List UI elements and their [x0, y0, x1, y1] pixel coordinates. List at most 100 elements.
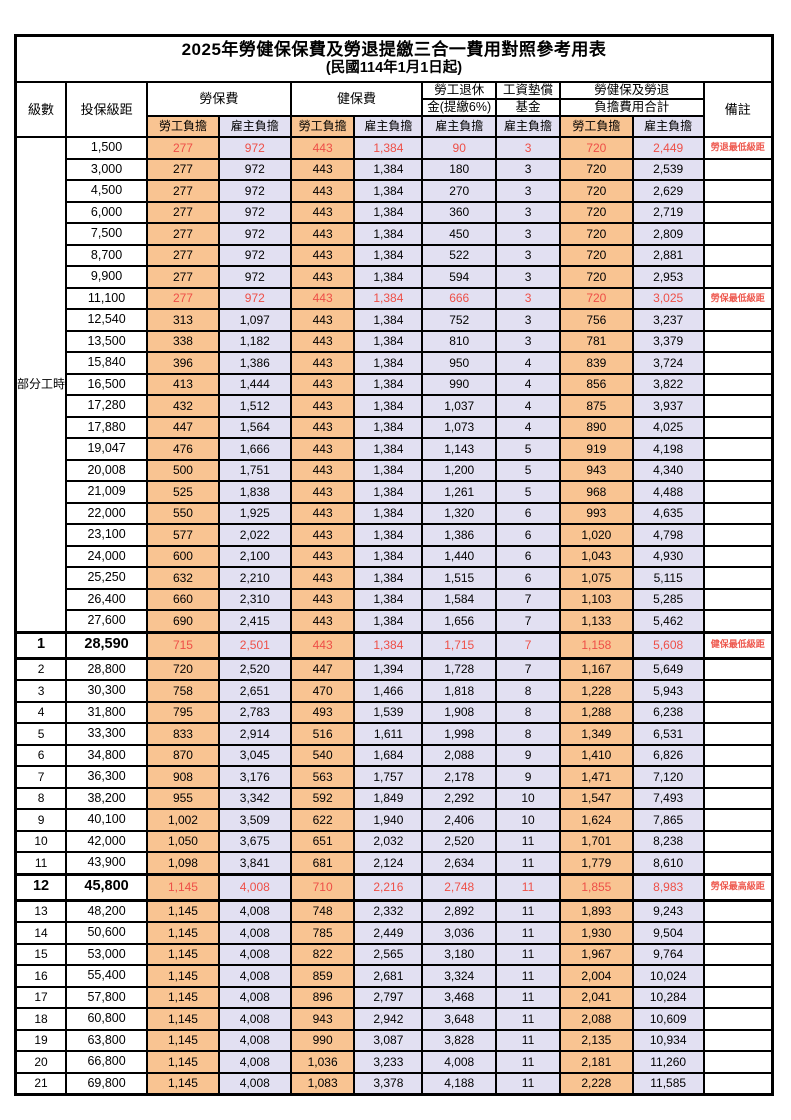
- table-row: 16 55,400 1,145 4,008 859 2,681 3,324 11 2,004 10…: [14, 964, 774, 988]
- cell-health-employer: 1,384: [353, 523, 424, 547]
- cell-health-employee: 443: [289, 179, 356, 203]
- cell-health-employee: 443: [289, 394, 356, 418]
- cell-labor-employee: 550: [146, 501, 220, 526]
- cell-total-employer: 7,865: [631, 808, 705, 832]
- cell-wage-fund-employer: 9: [495, 743, 561, 768]
- header-bracket: 投保級距: [65, 81, 149, 139]
- cell-pension-employer: 1,386: [421, 523, 498, 547]
- cell-level: 6: [14, 743, 68, 768]
- cell-note: [702, 458, 774, 483]
- cell-pension-employer: 1,728: [421, 657, 498, 682]
- table-row: 5 33,300 833 2,914 516 1,611 1,998 8 1,349 6,531: [14, 722, 774, 746]
- cell-total-employee: 781: [558, 329, 634, 354]
- cell-pension-employer: 522: [421, 243, 498, 268]
- table-row: 9 40,100 1,002 3,509 622 1,940 2,406 10 1,624 7,8…: [14, 808, 774, 832]
- cell-pension-employer: 990: [421, 372, 498, 397]
- cell-total-employer: 3,237: [631, 308, 705, 332]
- cell-total-employee: 2,228: [558, 1071, 634, 1096]
- cell-labor-employee: 447: [146, 415, 220, 440]
- page-title: 2025年勞健保保費及勞退提繳三合一費用對照參考用表: [181, 40, 607, 59]
- cell-bracket: 42,000: [65, 829, 149, 854]
- cell-labor-employer: 972: [217, 286, 292, 311]
- cell-labor-employee: 833: [146, 722, 220, 746]
- cell-labor-employer: 4,008: [217, 921, 292, 945]
- table-row: 1 28,590 715 2,501 443 1,384 1,715 7 1,158 5,608 健…: [14, 630, 774, 660]
- cell-pension-employer: 1,584: [421, 587, 498, 612]
- cell-total-employer: 3,937: [631, 394, 705, 418]
- header-row-burden: 勞工負擔 雇主負擔 勞工負擔 雇主負擔 雇主負擔 雇主負擔 勞工負擔 雇主負擔: [16, 115, 773, 139]
- cell-health-employee: 651: [289, 829, 356, 854]
- cell-total-employer: 4,025: [631, 415, 705, 440]
- cell-total-employer: 6,531: [631, 722, 705, 746]
- table-row: 21,009 525 1,838 443 1,384 1,261 5 968 4,488: [16, 480, 774, 504]
- cell-wage-fund-employer: 5: [495, 480, 561, 504]
- cell-labor-employee: 690: [146, 609, 220, 634]
- cell-wage-fund-employer: 3: [495, 308, 561, 332]
- cell-bracket: 57,800: [65, 985, 149, 1010]
- cell-total-employee: 720: [558, 136, 634, 160]
- cell-health-employer: 1,384: [353, 480, 424, 504]
- cell-health-employee: 443: [289, 351, 356, 375]
- cell-pension-employer: 2,634: [421, 851, 498, 876]
- cell-health-employee: 443: [289, 501, 356, 526]
- cell-total-employer: 5,649: [631, 657, 705, 682]
- cell-bracket: 36,300: [65, 765, 149, 789]
- cell-labor-employer: 2,022: [217, 523, 292, 547]
- cell-health-employee: 447: [289, 657, 356, 682]
- cell-bracket: 20,008: [65, 458, 149, 483]
- table-row: 6,000 277 972 443 1,384 360 3 720 2,719: [16, 200, 774, 225]
- cell-health-employer: 1,940: [353, 808, 424, 832]
- cell-bracket: 28,590: [65, 630, 149, 660]
- cell-health-employer: 3,233: [353, 1050, 424, 1074]
- cell-wage-fund-employer: 10: [495, 808, 561, 832]
- cell-wage-fund-employer: 11: [495, 899, 561, 924]
- cell-pension-employer: 2,748: [421, 872, 498, 902]
- cell-level: 1: [14, 630, 68, 660]
- cell-wage-fund-employer: 3: [495, 265, 561, 289]
- cell-note: [702, 200, 774, 225]
- cell-health-employee: 443: [289, 136, 356, 160]
- cell-total-employer: 4,198: [631, 437, 705, 461]
- table-row: 14 50,600 1,145 4,008 785 2,449 3,036 11 1,930 9,…: [14, 921, 774, 945]
- cell-health-employer: 1,384: [353, 630, 424, 660]
- cell-wage-fund-employer: 3: [495, 157, 561, 182]
- cell-level: 12: [14, 872, 68, 902]
- cell-health-employer: 1,757: [353, 765, 424, 789]
- cell-note: [702, 480, 774, 504]
- cell-labor-employer: 1,838: [217, 480, 292, 504]
- cell-labor-employee: 500: [146, 458, 220, 483]
- cell-note: [702, 964, 774, 988]
- cell-total-employee: 1,471: [558, 765, 634, 789]
- cell-note: 健保最低級距: [702, 630, 774, 660]
- cell-pension-employer: 2,292: [421, 786, 498, 811]
- cell-note: [702, 544, 774, 569]
- cell-health-employee: 443: [289, 437, 356, 461]
- cell-labor-employee: 720: [146, 657, 220, 682]
- cell-total-employer: 3,822: [631, 372, 705, 397]
- cell-pension-employer: 2,892: [421, 899, 498, 924]
- cell-total-employee: 1,779: [558, 851, 634, 876]
- cell-note: [702, 765, 774, 789]
- cell-total-employer: 2,809: [631, 222, 705, 246]
- cell-bracket: 1,500: [65, 136, 149, 160]
- cell-total-employer: 10,284: [631, 985, 705, 1010]
- cell-labor-employee: 1,145: [146, 985, 220, 1010]
- cell-level: 21: [14, 1071, 68, 1096]
- cell-total-employee: 1,288: [558, 700, 634, 725]
- cell-total-employer: 9,504: [631, 921, 705, 945]
- cell-pension-employer: 2,088: [421, 743, 498, 768]
- cell-total-employee: 2,181: [558, 1050, 634, 1074]
- cell-wage-fund-employer: 4: [495, 415, 561, 440]
- cell-bracket: 26,400: [65, 587, 149, 612]
- cell-bracket: 6,000: [65, 200, 149, 225]
- cell-level: 2: [14, 657, 68, 682]
- cell-wage-fund-employer: 7: [495, 630, 561, 660]
- cell-pension-employer: 90: [421, 136, 498, 160]
- cell-bracket: 9,900: [65, 265, 149, 289]
- cell-level: 20: [14, 1050, 68, 1074]
- table-row: 17,880 447 1,564 443 1,384 1,073 4 890 4,025: [16, 415, 774, 440]
- table-row: 4 31,800 795 2,783 493 1,539 1,908 8 1,288 6,238: [14, 700, 774, 725]
- cell-bracket: 19,047: [65, 437, 149, 461]
- cell-labor-employee: 600: [146, 544, 220, 569]
- cell-health-employer: 2,681: [353, 964, 424, 988]
